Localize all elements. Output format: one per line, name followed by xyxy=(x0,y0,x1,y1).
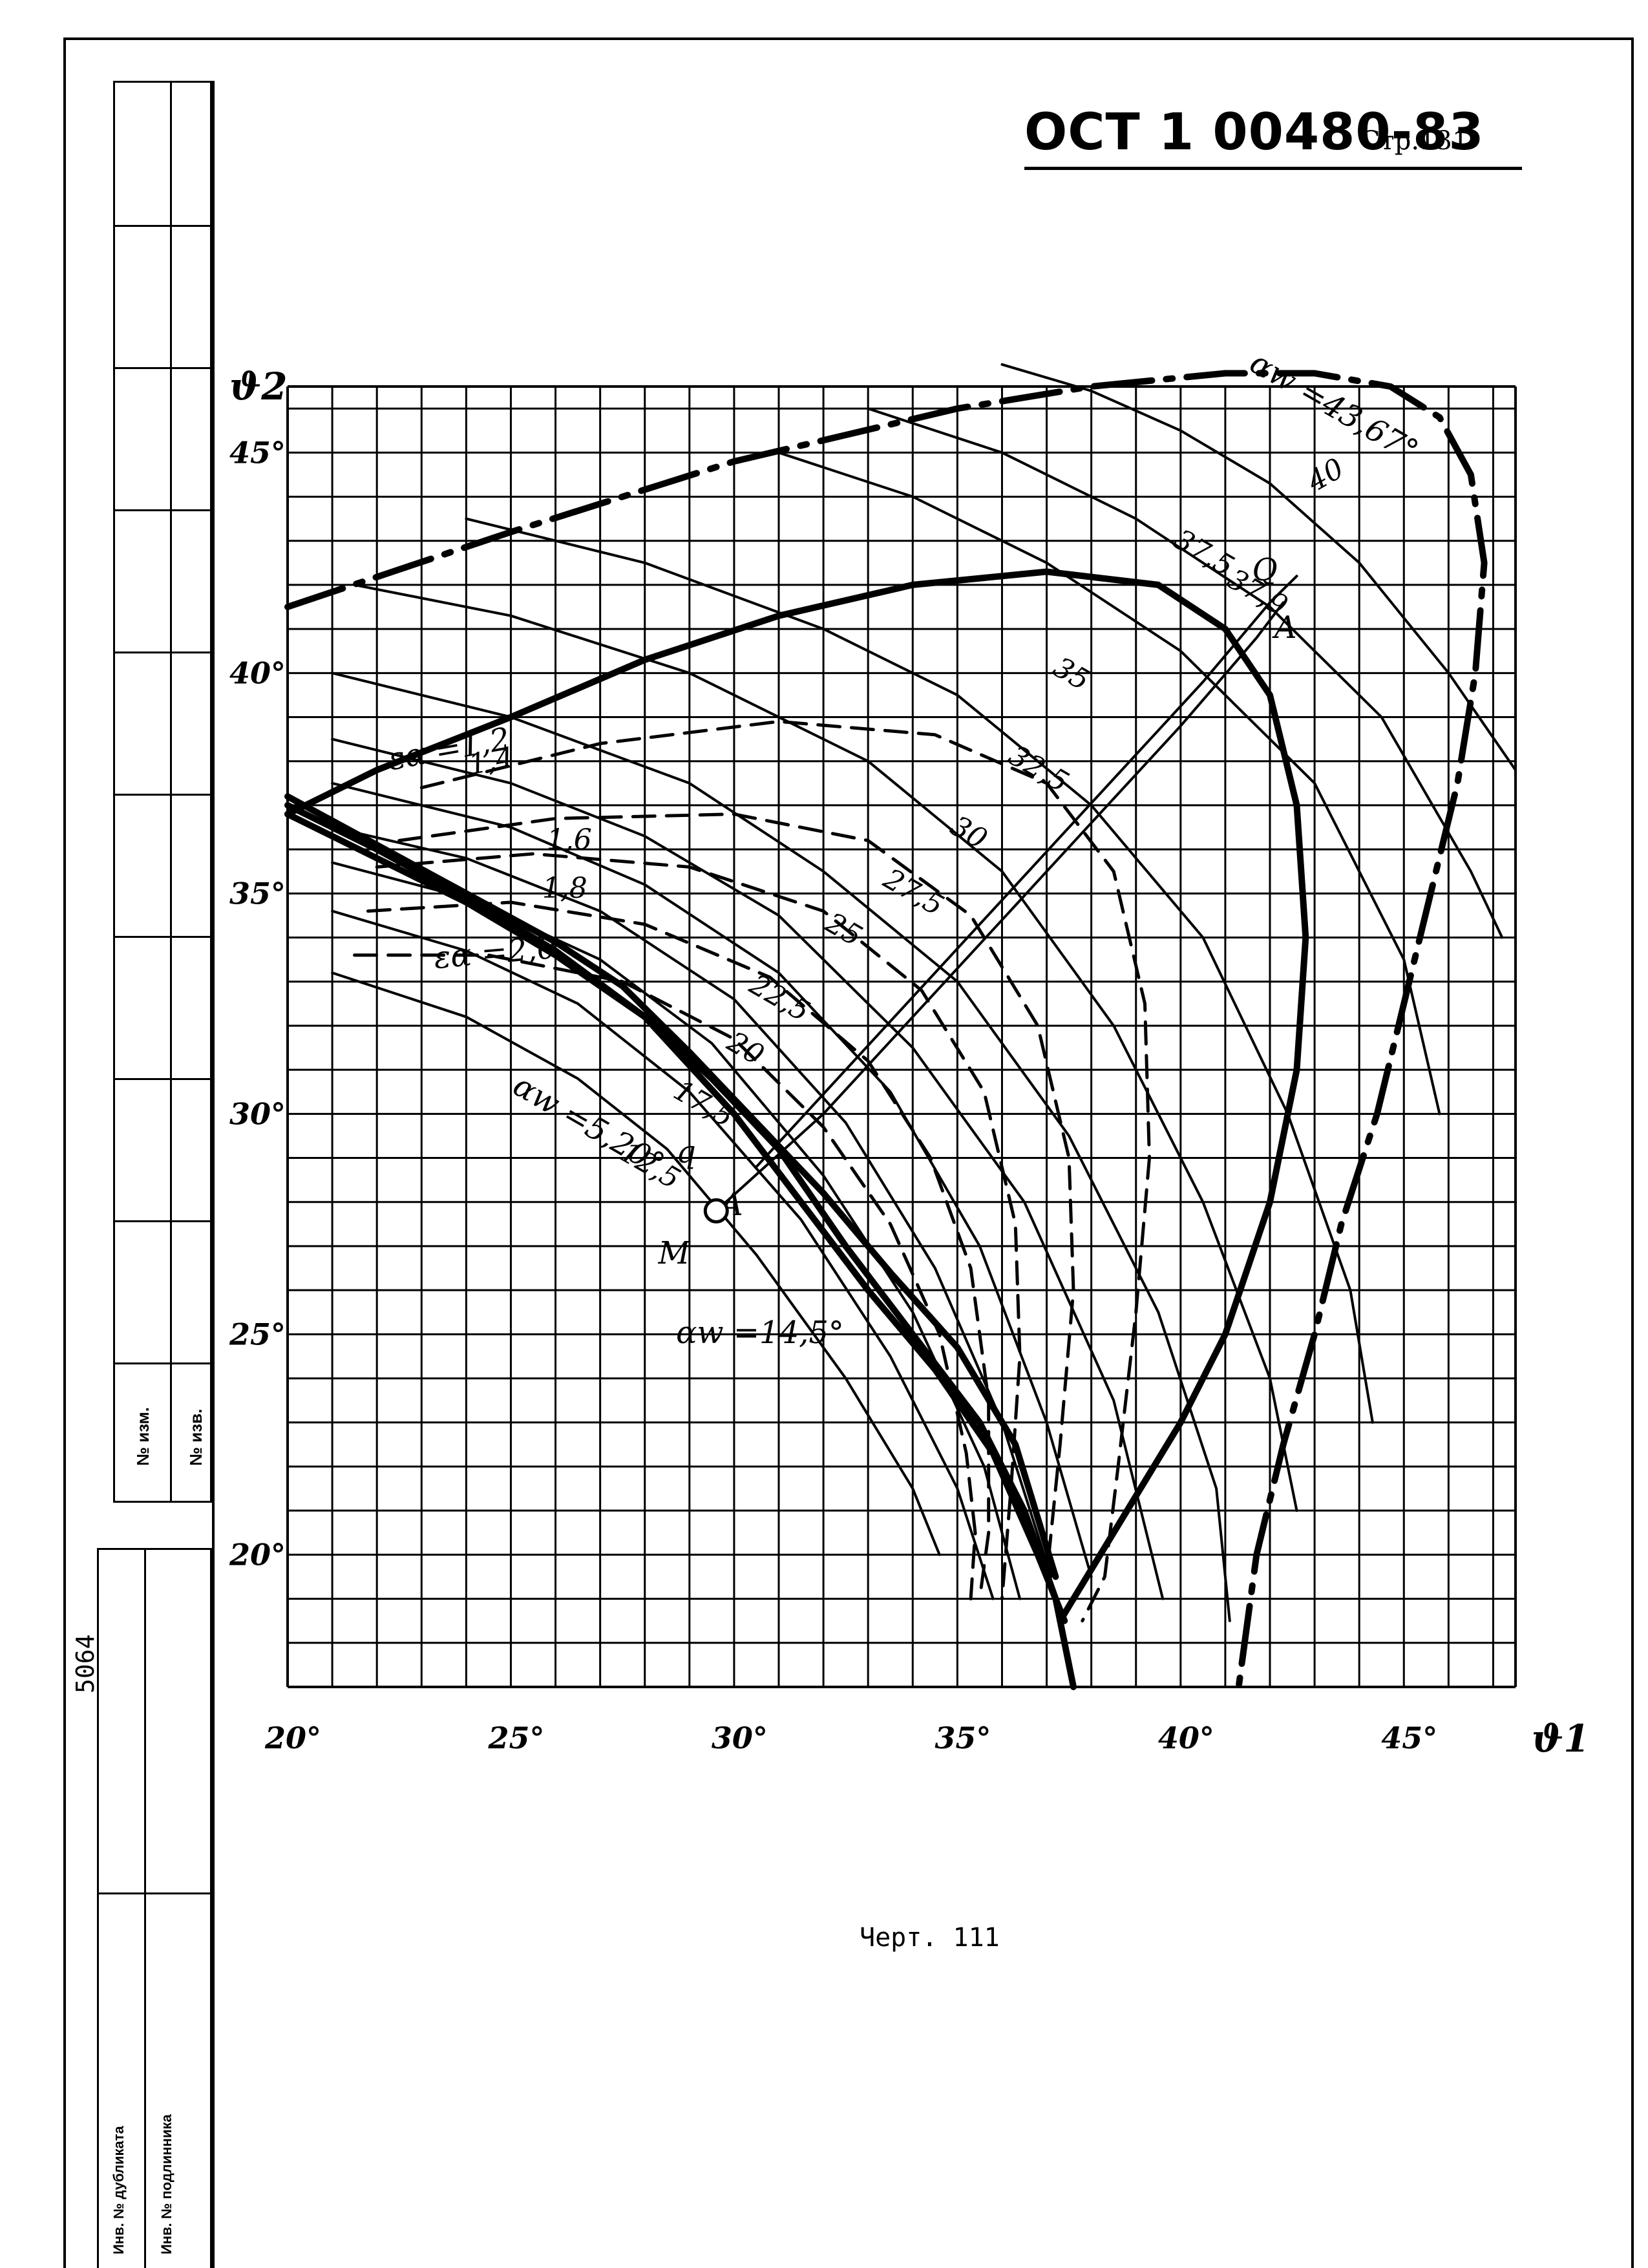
stamp-divider xyxy=(115,794,210,796)
y-tick-label: 35° xyxy=(229,876,286,911)
x-tick-label: 40° xyxy=(1158,1721,1214,1755)
chart-annotation: αw =5,20° xyxy=(507,1067,670,1182)
series-curve-0 xyxy=(284,370,1488,1690)
inventory-stamp: 5064 Инв. № дубликата Инв. № подлинника xyxy=(71,1548,212,2268)
curve-value-label: 1,4 xyxy=(466,741,516,781)
stamp-divider xyxy=(115,936,210,938)
curve-value-label: 40 xyxy=(1301,452,1349,499)
chart-annotation: αw =14,5° xyxy=(676,1315,844,1351)
stamp-divider xyxy=(99,1892,210,1894)
series-curve-8 xyxy=(331,781,1093,1578)
stamp-divider xyxy=(115,1078,210,1080)
stamp-divider xyxy=(115,225,210,227)
curve-value-label: 1,8 xyxy=(542,872,587,905)
chart-annotation: Q xyxy=(1252,552,1277,588)
document-code: ОСТ 1 00480-83 xyxy=(1024,103,1484,162)
series-curve-23 xyxy=(755,575,1298,1169)
series-curve-2 xyxy=(867,407,1504,939)
stamp-divider xyxy=(115,652,210,653)
x-tick-label: 25° xyxy=(487,1721,544,1755)
series-curve-5 xyxy=(353,583,1298,1512)
series-curve-18 xyxy=(397,812,1075,1578)
revision-stamp: № изм. № изв. xyxy=(113,81,212,1503)
series-curve-21 xyxy=(353,953,977,1601)
stamp-divider xyxy=(115,1362,210,1364)
series-curve-7 xyxy=(331,737,1165,1600)
y-tick-label: 20° xyxy=(229,1537,286,1572)
series-curve-19 xyxy=(375,852,1022,1601)
x-tick-label: 20° xyxy=(264,1721,321,1755)
page-frame xyxy=(63,37,1634,2268)
chart-annotation: εα =2,0 xyxy=(432,929,558,976)
page-number: Стр.131 xyxy=(1360,126,1469,156)
series-curve-6 xyxy=(331,672,1231,1622)
header-rule xyxy=(1024,167,1522,170)
stamp-divider xyxy=(115,1220,210,1222)
stamp-divider xyxy=(170,83,172,1501)
y-axis-title: ϑ2 xyxy=(229,365,288,408)
series-curve-11 xyxy=(331,909,995,1600)
curve-value-label: 37,5 xyxy=(1168,523,1240,583)
chart-ticks: 20° 25° 30° 35° 40° 45° 20° 25° 30° 35° 40° 45° ϑ1 ϑ2 xyxy=(229,365,1590,1761)
curve-value-label: 1,6 xyxy=(547,823,592,856)
series-curve-15 xyxy=(284,801,1068,1624)
chart-annotation: q xyxy=(676,1134,696,1170)
series-curve-9 xyxy=(331,826,1053,1578)
series-curve-20 xyxy=(366,900,991,1601)
x-tick-label: 30° xyxy=(712,1721,768,1755)
x-tick-label: 45° xyxy=(1381,1721,1437,1755)
stamp-divider xyxy=(144,1550,146,2268)
chart-annotation: A xyxy=(1272,609,1297,646)
series-curve-22 xyxy=(715,601,1285,1213)
chart-series xyxy=(284,363,1517,1690)
series-curve-17 xyxy=(419,719,1151,1623)
series-curve-1 xyxy=(1000,363,1517,772)
curve-value-label: 35 xyxy=(1048,651,1095,697)
series-curve-4 xyxy=(465,517,1374,1424)
series-curve-14 xyxy=(284,793,1059,1580)
drawing-border xyxy=(212,81,1598,2268)
y-tick-label: 45° xyxy=(229,435,286,470)
series-curve-16 xyxy=(284,568,1309,1624)
x-tick-label: 35° xyxy=(935,1721,991,1755)
point-m-marker xyxy=(703,1198,729,1224)
stamp-divider xyxy=(115,509,210,511)
figure-caption: Черт. 111 xyxy=(860,1923,1000,1953)
x-axis-title: ϑ1 xyxy=(1532,1717,1590,1761)
chart-annotation: M xyxy=(657,1235,691,1271)
stamp-divider xyxy=(115,367,210,369)
y-tick-label: 30° xyxy=(229,1096,286,1131)
y-tick-label: 40° xyxy=(229,655,286,690)
y-tick-label: 25° xyxy=(229,1317,286,1351)
series-curve-3 xyxy=(777,451,1441,1116)
curve-value-label: 32,5 xyxy=(1003,739,1074,799)
